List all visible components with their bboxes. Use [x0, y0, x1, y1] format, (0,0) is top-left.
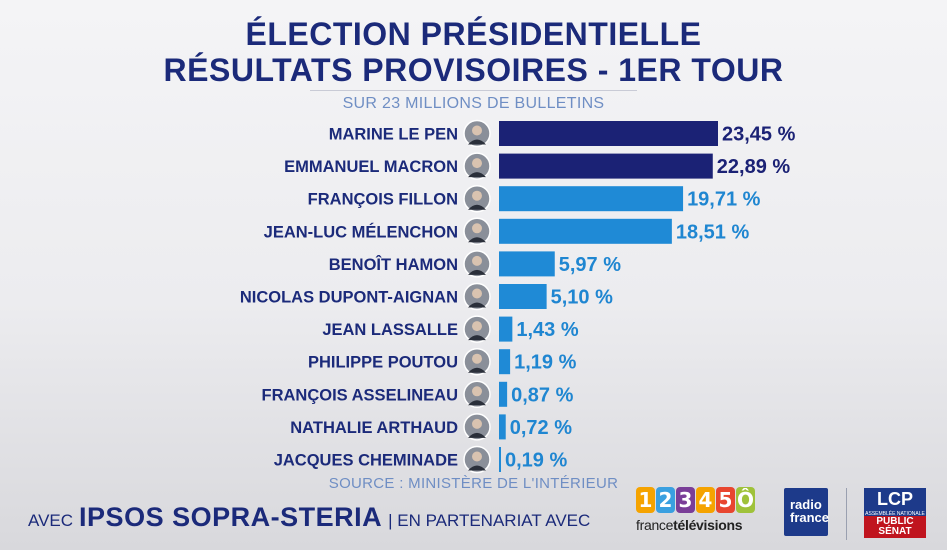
footer-brand: IPSOS SOPRA-STERIA	[79, 502, 383, 532]
footer-credit: AVEC IPSOS SOPRA-STERIA | EN PARTENARIAT…	[28, 502, 590, 533]
bar	[499, 447, 501, 472]
source-note: SOURCE : MINISTÈRE DE L'INTÉRIEUR	[328, 475, 619, 492]
candidate-shoulders	[468, 204, 486, 210]
candidate-shoulders	[468, 367, 486, 373]
candidate-face	[472, 255, 482, 266]
bar	[499, 414, 506, 440]
lcp-bottom-line2: SÉNAT	[878, 526, 912, 537]
value-label: 1,43 %	[516, 319, 578, 341]
bar	[499, 153, 713, 179]
value-label: 0,72 %	[510, 417, 572, 439]
bar	[499, 121, 718, 146]
radio-france-logo: radio france	[784, 488, 830, 536]
bar	[499, 251, 555, 277]
candidate-shoulders	[468, 172, 486, 178]
chart-title-line1: ÉLECTION PRÉSIDENTIELLE	[245, 16, 702, 52]
lcp-bottom: PUBLIC SÉNAT	[864, 516, 926, 538]
candidate-face	[472, 223, 482, 234]
value-label: 0,19 %	[505, 450, 567, 472]
candidate-label: JEAN-LUC MÉLENCHON	[264, 222, 458, 241]
lcp-public-senat-logo: LCP ASSEMBLÉE NATIONALE PUBLIC SÉNAT	[864, 488, 926, 538]
ft-digit: Ô	[736, 487, 755, 513]
ft-word-b: télévisions	[673, 517, 743, 533]
rf-line1: radio	[790, 497, 822, 512]
candidate-face	[472, 190, 482, 201]
candidate-label: FRANÇOIS FILLON	[308, 191, 458, 209]
rf-line2: france	[790, 510, 830, 525]
candidate-shoulders	[468, 465, 486, 471]
candidate-label: BENOÎT HAMON	[329, 255, 458, 274]
value-label: 23,45 %	[722, 124, 796, 146]
candidate-label: PHILIPPE POUTOU	[308, 354, 458, 372]
ft-word-a: france	[636, 517, 674, 533]
candidate-face	[472, 451, 482, 462]
value-label: 19,71 %	[687, 189, 761, 211]
ft-digit: 3	[676, 487, 695, 513]
candidate-label: JEAN LASSALLE	[322, 321, 458, 339]
candidate-shoulders	[468, 237, 486, 243]
value-label: 5,10 %	[551, 287, 613, 309]
candidate-shoulders	[468, 302, 486, 308]
bar	[499, 284, 547, 309]
candidate-face	[472, 288, 482, 299]
candidate-label: NATHALIE ARTHAUD	[290, 419, 458, 437]
ft-digit: 2	[656, 487, 675, 513]
value-label: 0,87 %	[511, 384, 573, 406]
chart-subtitle: SUR 23 MILLIONS DE BULLETINS	[342, 95, 605, 112]
footer-lead-text: AVEC	[28, 511, 74, 530]
lcp-bottom-line1: PUBLIC	[876, 516, 914, 527]
candidate-label: FRANÇOIS ASSELINEAU	[262, 386, 459, 404]
candidate-shoulders	[468, 400, 486, 406]
value-label: 1,19 %	[514, 352, 576, 374]
candidate-face	[472, 418, 482, 429]
logo-divider	[846, 488, 847, 540]
value-label: 22,89 %	[717, 156, 791, 178]
candidate-shoulders	[468, 269, 486, 275]
ft-digit: 5	[716, 487, 735, 513]
chart-title-line2: RÉSULTATS PROVISOIRES - 1ER TOUR	[163, 52, 784, 88]
ft-digit: 1	[636, 487, 655, 513]
candidate-face	[472, 386, 482, 397]
candidate-shoulders	[468, 335, 486, 341]
candidate-face	[472, 353, 482, 364]
candidate-face	[472, 125, 482, 136]
candidate-face	[472, 158, 482, 169]
candidate-shoulders	[468, 432, 486, 438]
candidate-shoulders	[468, 139, 486, 145]
footer-partner-text: | EN PARTENARIAT AVEC	[388, 511, 591, 530]
lcp-mid: ASSEMBLÉE NATIONALE	[864, 511, 926, 517]
lcp-top: LCP	[864, 488, 926, 512]
results-bar-chart: MARINE LE PEN 23,45 % EMMANUEL MACRON 22,89…	[240, 119, 796, 474]
title-divider	[310, 90, 637, 91]
candidate-label: MARINE LE PEN	[329, 126, 458, 144]
candidate-label: JACQUES CHEMINADE	[274, 452, 458, 470]
ft-wordmark: francetélévisions	[636, 517, 766, 533]
value-label: 5,97 %	[559, 254, 621, 276]
bar	[499, 381, 508, 407]
ft-digit: 4	[696, 487, 715, 513]
candidate-label: EMMANUEL MACRON	[284, 158, 458, 176]
value-label: 18,51 %	[676, 221, 750, 243]
candidate-face	[472, 321, 482, 332]
bar	[499, 316, 513, 342]
bar	[499, 186, 684, 212]
candidate-label: NICOLAS DUPONT-AIGNAN	[240, 289, 458, 307]
bar	[499, 218, 672, 244]
bar	[499, 349, 511, 375]
